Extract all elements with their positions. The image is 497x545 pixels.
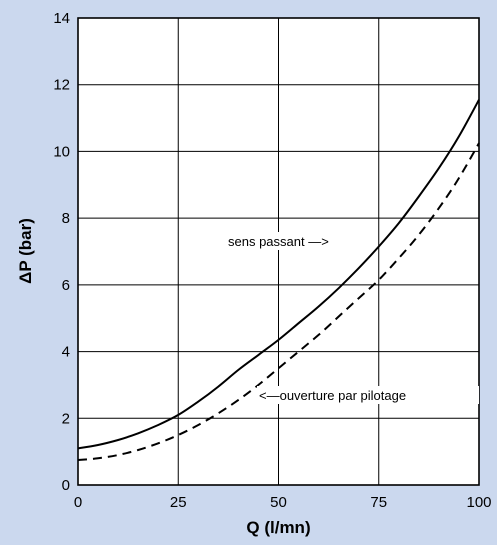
annotation-sens-passant: sens passant —> [228,234,329,249]
x-tick-label: 0 [74,494,82,511]
annotation-ouverture-par-pilotage: <—ouverture par pilotage [259,388,406,403]
annotation-ouverture-bg [257,386,479,404]
x-tick-label: 50 [270,494,287,511]
x-tick-label: 25 [170,494,187,511]
y-tick-label: 10 [53,143,70,160]
annotation-sens-passant-bg [226,232,374,250]
y-tick-label: 12 [53,77,70,94]
series-group [77,99,480,461]
grid [78,18,479,485]
y-tick-label: 2 [62,410,70,427]
plot-frame [77,17,480,486]
y-axis-label: ΔP (bar) [16,218,35,284]
series-line-ouverture-par-pilotage [77,142,480,461]
y-tick-label: 0 [62,477,70,494]
x-tick-label: 100 [466,494,491,511]
tick-labels: 0 25 50 75 100 0 2 4 6 8 10 12 14 [53,10,491,511]
y-tick-label: 4 [62,344,70,361]
series-line-sens-passant [77,99,480,450]
x-axis-label: Q (l/mn) [246,518,310,537]
y-tick-label: 6 [62,277,70,294]
y-tick-label: 8 [62,210,70,227]
y-tick-label: 14 [53,10,70,27]
x-tick-label: 75 [370,494,387,511]
